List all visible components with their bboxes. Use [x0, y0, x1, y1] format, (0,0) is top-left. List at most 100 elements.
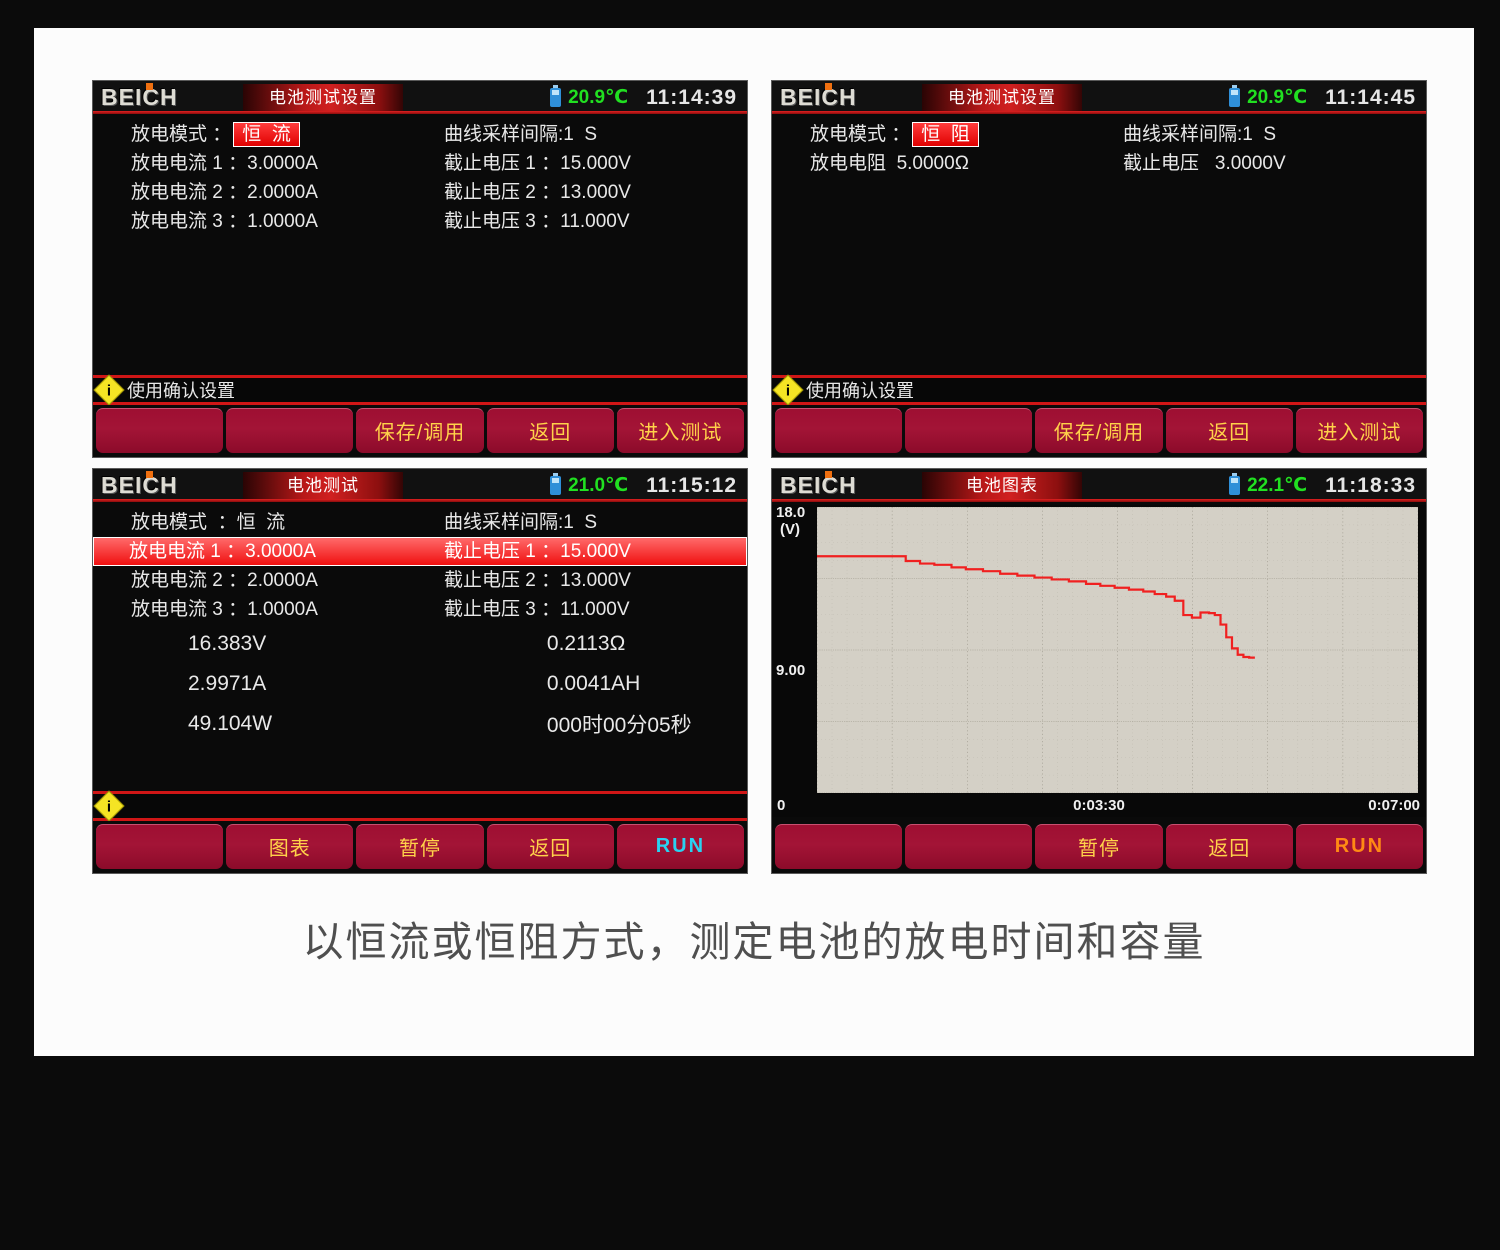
label-curve-sample-interval: 曲线采样间隔:: [444, 124, 564, 145]
x-axis-start-label: 0: [777, 797, 786, 814]
titlebar: BEICH 电池测试 21.0℃ 11:15:12: [93, 469, 747, 502]
value-curve-sample-interval: 1 S: [563, 512, 598, 533]
brand-logo: BEICH: [93, 469, 243, 502]
temperature-readout: 22.1℃: [1247, 475, 1308, 496]
discharge-curve-chart: 18.0 (V) 9.00 0 0:03:30 0:07:00: [772, 505, 1426, 817]
softkey-save-recall[interactable]: 保存/调用: [356, 407, 484, 453]
label-cutoff-voltage-1: 截止电压 1: [444, 541, 536, 562]
field-cutoff-voltage-3[interactable]: 截止电压 3 ：11.000V: [422, 207, 747, 236]
softkey-1[interactable]: [96, 407, 224, 453]
field-cutoff-voltage-3[interactable]: 截止电压 3 ：11.000V: [422, 595, 747, 624]
field-discharge-mode[interactable]: 放电模式 ：恒 流: [93, 508, 422, 537]
sep: ：: [207, 124, 232, 145]
status-group: 20.9℃: [550, 85, 629, 109]
field-row-discharge-mode[interactable]: 放电模式 ：恒 流 曲线采样间隔:1 S: [93, 120, 747, 149]
measure-row-2: 2.9971A 0.0041AH: [93, 664, 747, 704]
field-discharge-mode[interactable]: 放电模式 ：恒 阻: [772, 120, 1101, 149]
softkey-back[interactable]: 返回: [486, 823, 614, 869]
value-discharge-current-1: 3.0000A: [247, 153, 318, 174]
brand-logo: BEICH: [93, 81, 243, 114]
field-cutoff-voltage[interactable]: 截止电压 3.0000V: [1101, 149, 1426, 178]
y-axis-max-label: 18.0: [776, 504, 806, 521]
x-axis-mid-label: 0:03:30: [1073, 797, 1125, 814]
field-discharge-mode[interactable]: 放电模式 ：恒 流: [93, 120, 422, 149]
temperature-readout: 20.9℃: [568, 87, 629, 108]
field-row-discharge-mode[interactable]: 放电模式 ：恒 阻 曲线采样间隔:1 S: [772, 120, 1426, 149]
field-cutoff-voltage-2[interactable]: 截止电压 2 ：13.000V: [422, 566, 747, 595]
softkey-pause[interactable]: 暂停: [356, 823, 484, 869]
field-row-current-2[interactable]: 放电电流 2 ：2.0000A 截止电压 2 ：13.000V: [93, 178, 747, 207]
screen-battery-test-running: BEICH 电池测试 21.0℃ 11:15:12 放电模式 ：恒 流 曲线采样…: [92, 468, 748, 874]
softkey-bar: 图表 暂停 返回 RUN: [93, 821, 747, 873]
field-curve-sample-interval[interactable]: 曲线采样间隔:1 S: [422, 508, 747, 537]
field-curve-sample-interval[interactable]: 曲线采样间隔:1 S: [422, 120, 747, 149]
value-curve-sample-interval: 1 S: [1242, 124, 1277, 145]
info-diamond-icon: i: [772, 374, 804, 406]
field-row-current-1-selected[interactable]: 放电电流 1 ：3.0000A 截止电压 1 ：15.000V: [93, 537, 747, 566]
page-canvas: BEICH 电池测试设置 20.9℃ 11:14:39 放电模式 ：恒 流 曲线…: [34, 28, 1474, 1056]
label-discharge-current-3: 放电电流 3: [131, 211, 223, 232]
usb-drive-icon: [1229, 85, 1241, 107]
field-discharge-resistance[interactable]: 放电电阻 5.0000Ω: [772, 149, 1101, 178]
field-discharge-current-3[interactable]: 放电电流 3 ：1.0000A: [93, 207, 422, 236]
screen-battery-test-setup-cc: BEICH 电池测试设置 20.9℃ 11:14:39 放电模式 ：恒 流 曲线…: [92, 80, 748, 458]
softkey-2[interactable]: [905, 823, 1033, 869]
sep: ：: [222, 211, 248, 232]
softkey-1[interactable]: [96, 823, 224, 869]
label-cutoff-voltage-3: 截止电压 3: [444, 599, 536, 620]
field-row-discharge-mode[interactable]: 放电模式 ：恒 流 曲线采样间隔:1 S: [93, 508, 747, 537]
field-discharge-current-2[interactable]: 放电电流 2 ：2.0000A: [93, 566, 422, 595]
softkey-enter-test[interactable]: 进入测试: [1295, 407, 1424, 453]
field-cutoff-voltage-1[interactable]: 截止电压 1 ：15.000V: [422, 537, 746, 566]
field-row-current-2[interactable]: 放电电流 2 ：2.0000A 截止电压 2 ：13.000V: [93, 566, 747, 595]
brand-text: BEICH: [101, 84, 178, 110]
field-discharge-current-1[interactable]: 放电电流 1 ：3.0000A: [94, 537, 422, 566]
brand-logo: BEICH: [772, 469, 922, 502]
softkey-back[interactable]: 返回: [1165, 407, 1293, 453]
field-discharge-current-2[interactable]: 放电电流 2 ：2.0000A: [93, 178, 422, 207]
softkey-pause[interactable]: 暂停: [1035, 823, 1163, 869]
y-axis-min-label: 9.00: [776, 662, 806, 679]
softkey-run[interactable]: RUN: [1295, 823, 1424, 869]
value-discharge-mode[interactable]: 恒 阻: [912, 122, 979, 147]
softkey-2[interactable]: [905, 407, 1033, 453]
sep: ：: [220, 541, 246, 562]
softkey-back[interactable]: 返回: [1165, 823, 1293, 869]
label-cutoff-voltage: 截止电压: [1123, 153, 1200, 174]
label-discharge-current-3: 放电电流 3: [131, 599, 223, 620]
sep: ：: [535, 570, 561, 591]
info-diamond-icon: i: [93, 790, 125, 822]
field-curve-sample-interval[interactable]: 曲线采样间隔:1 S: [1101, 120, 1426, 149]
softkey-1[interactable]: [775, 407, 903, 453]
softkey-save-recall[interactable]: 保存/调用: [1035, 407, 1163, 453]
field-row-current-3[interactable]: 放电电流 3 ：1.0000A 截止电压 3 ：11.000V: [93, 207, 747, 236]
softkey-run[interactable]: RUN: [616, 823, 745, 869]
label-discharge-current-2: 放电电流 2: [131, 182, 223, 203]
value-cutoff-voltage-1: 15.000V: [560, 153, 631, 174]
value-discharge-mode[interactable]: 恒 流: [233, 122, 300, 147]
field-row-discharge-resistance[interactable]: 放电电阻 5.0000Ω 截止电压 3.0000V: [772, 149, 1426, 178]
field-cutoff-voltage-2[interactable]: 截止电压 2 ：13.000V: [422, 178, 747, 207]
label-discharge-mode: 放电模式: [131, 512, 208, 533]
field-cutoff-voltage-1[interactable]: 截止电压 1 ：15.000V: [422, 149, 747, 178]
softkey-back[interactable]: 返回: [486, 407, 614, 453]
page-caption: 以恒流或恒阻方式，测定电池的放电时间和容量: [302, 918, 1206, 966]
label-discharge-mode: 放电模式: [131, 124, 208, 145]
value-cutoff-voltage-2: 13.000V: [560, 182, 631, 203]
sep: ：: [222, 599, 248, 620]
softkey-2[interactable]: [226, 407, 354, 453]
info-letter: i: [785, 382, 791, 400]
softkey-bar: 保存/调用 返回 进入测试: [93, 405, 747, 457]
field-row-current-3[interactable]: 放电电流 3 ：1.0000A 截止电压 3 ：11.000V: [93, 595, 747, 624]
value-discharge-current-2: 2.0000A: [247, 570, 318, 591]
info-text: 使用确认设置: [127, 381, 235, 401]
softkey-1[interactable]: [775, 823, 903, 869]
status-group: 22.1℃: [1229, 473, 1308, 497]
field-discharge-current-1[interactable]: 放电电流 1 ：3.0000A: [93, 149, 422, 178]
softkey-chart[interactable]: 图表: [226, 823, 354, 869]
value-discharge-mode: 恒 流: [236, 512, 286, 533]
field-row-current-1[interactable]: 放电电流 1 ：3.0000A 截止电压 1 ：15.000V: [93, 149, 747, 178]
field-discharge-current-3[interactable]: 放电电流 3 ：1.0000A: [93, 595, 422, 624]
softkey-enter-test[interactable]: 进入测试: [616, 407, 745, 453]
sep: ：: [535, 541, 561, 562]
